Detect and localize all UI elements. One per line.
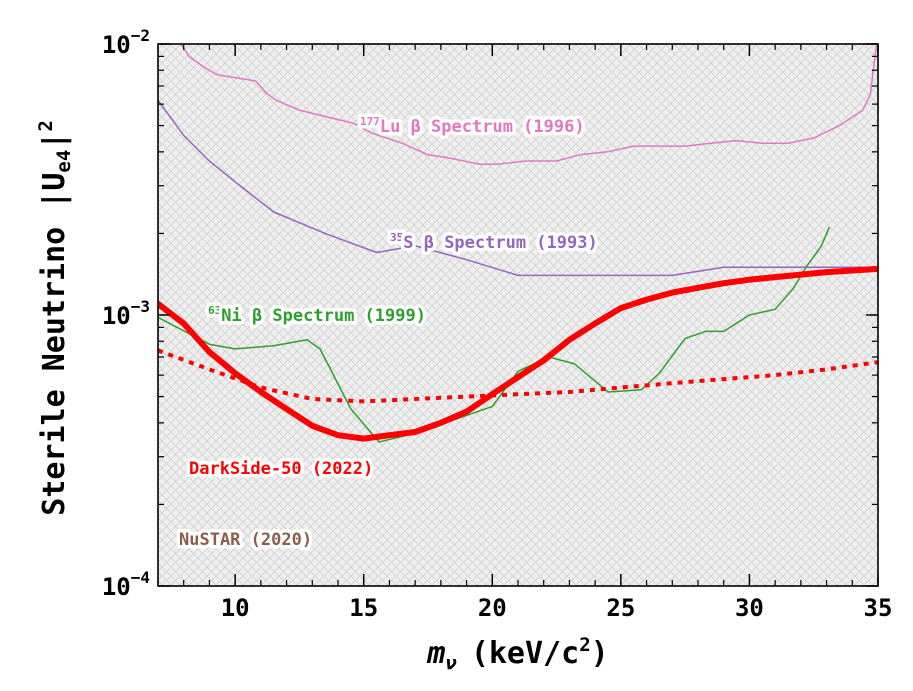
y-tick-label: 10−4 <box>102 568 150 601</box>
label-darkside: DarkSide-50 (2022) <box>189 459 373 479</box>
label-lu177-text: Lu β Spectrum (1996) <box>380 117 585 137</box>
x-axis-title: mν (keV/c2) <box>426 634 608 674</box>
series-line-0 <box>180 44 878 165</box>
y-axis-title-sup: 2 <box>35 120 57 131</box>
label-ni63-isotope: 63 <box>208 304 221 317</box>
label-lu177: 177Lu β Spectrum (1996) <box>360 115 585 137</box>
x-axis-title-close: ) <box>591 636 609 671</box>
y-tick-label: 10−3 <box>102 297 150 330</box>
label-nustar: NuSTAR (2020) <box>179 530 312 550</box>
x-tick-label: 25 <box>606 594 635 622</box>
x-axis-title-rest: (keV/c <box>471 636 579 671</box>
x-tick-label: 30 <box>735 594 764 622</box>
series-line-4 <box>158 348 878 404</box>
y-tick-label: 10−2 <box>102 26 150 59</box>
x-tick-label: 10 <box>221 594 250 622</box>
series-line-3 <box>158 265 878 442</box>
label-ni63-text: Ni β Spectrum (1999) <box>221 306 426 326</box>
x-axis-title-sup: 2 <box>579 634 590 656</box>
y-axis-title-close: | <box>37 132 72 150</box>
label-s35-isotope: 35 <box>390 231 403 244</box>
x-tick-label: 15 <box>349 594 378 622</box>
label-s35-text: S β Spectrum (1993) <box>403 233 597 253</box>
label-ni63: 63Ni β Spectrum (1999) <box>208 304 426 326</box>
x-tick-label: 20 <box>478 594 507 622</box>
y-axis-title: Sterile Neutrino |Ue4|2 <box>35 120 75 516</box>
series-layer <box>158 44 878 443</box>
tick-layer: 10 15 20 25 30 35 10−2 10−3 10−4 <box>102 26 893 622</box>
y-axis-title-main: Sterile Neutrino |U <box>37 173 72 516</box>
y-axis-title-sub: e4 <box>53 150 75 173</box>
nustar-excluded-region <box>158 44 878 586</box>
label-lu177-isotope: 177 <box>360 115 380 128</box>
series-line-2 <box>158 226 830 443</box>
x-tick-label: 35 <box>864 594 893 622</box>
series-line-1 <box>158 99 878 277</box>
x-axis-title-main: m <box>426 636 445 671</box>
x-axis-title-sub: ν <box>445 652 457 674</box>
label-s35: 35S β Spectrum (1993) <box>390 231 598 253</box>
